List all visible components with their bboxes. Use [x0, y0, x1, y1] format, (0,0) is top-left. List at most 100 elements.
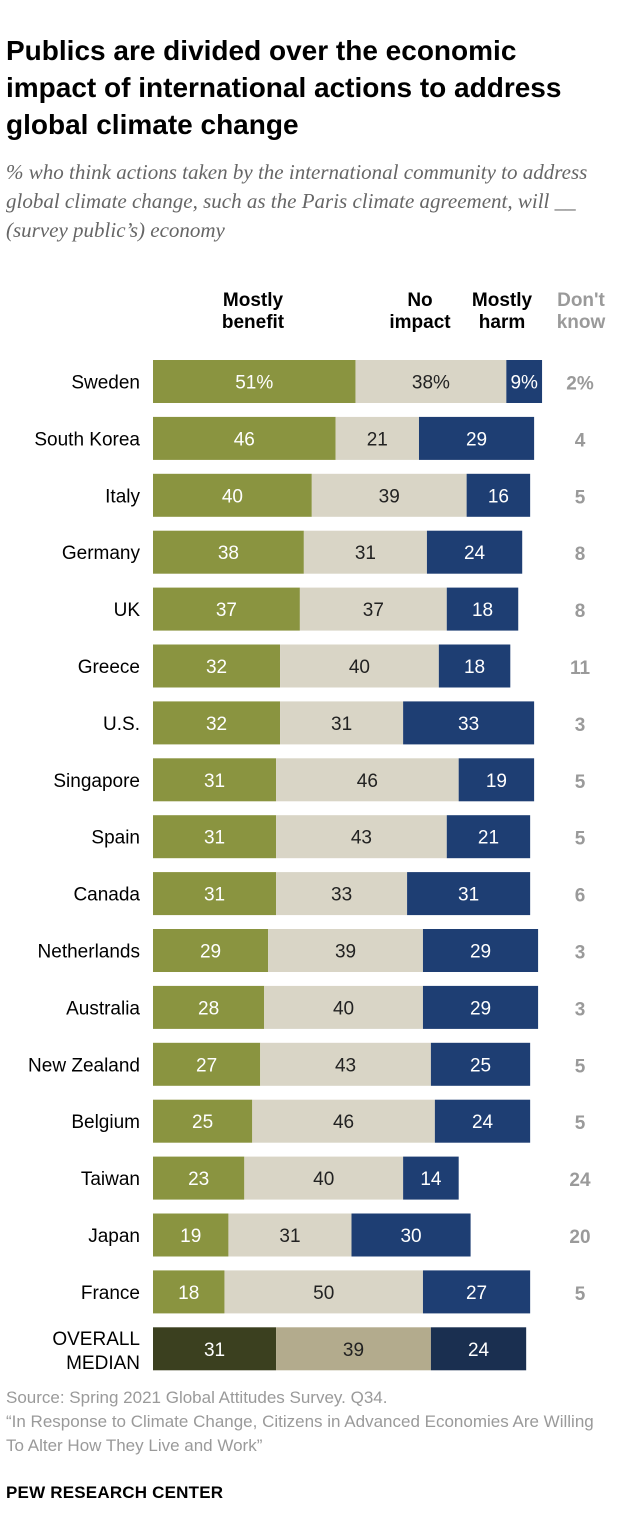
- data-label-dont-know: 20: [569, 1227, 590, 1248]
- category-label: Greece: [78, 657, 140, 678]
- bar-harm: [446, 587, 519, 631]
- data-label-dont-know: 5: [575, 772, 586, 793]
- category-label: South Korea: [34, 429, 140, 450]
- category-label: Sweden: [71, 373, 140, 394]
- data-label-benefit: 27: [196, 1055, 217, 1076]
- data-label-no-impact: 21: [367, 429, 388, 450]
- bar-benefit: [153, 416, 336, 460]
- chart-row-uk: UK 37 37 18 8: [114, 587, 586, 631]
- data-label-no-impact: 31: [279, 1226, 300, 1247]
- category-label: Spain: [91, 828, 140, 849]
- data-label-benefit: 31: [204, 885, 225, 906]
- data-label-harm: 18: [464, 657, 485, 678]
- chart-title: Publics are divided over the economic im…: [6, 35, 562, 140]
- category-label: U.S.: [103, 714, 140, 735]
- bar-no-impact: [276, 815, 447, 859]
- bar-no-impact: [260, 1042, 431, 1086]
- data-label-dont-know: 3: [575, 715, 586, 736]
- bar-no-impact: [355, 360, 507, 403]
- data-label-benefit: 31: [204, 828, 225, 849]
- category-label: Japan: [88, 1226, 140, 1247]
- bar-harm: [446, 815, 531, 859]
- data-label-benefit: 38: [218, 543, 239, 564]
- data-label-no-impact: 39: [343, 1340, 364, 1361]
- data-label-benefit: 51%: [235, 373, 273, 394]
- data-label-benefit: 18: [178, 1283, 199, 1304]
- data-label-benefit: 32: [206, 657, 227, 678]
- chart-row-taiwan: Taiwan 23 40 14 24: [81, 1156, 591, 1200]
- column-header-dont-know: Don't know: [556, 290, 606, 333]
- category-label: UK: [114, 600, 141, 621]
- data-label-harm: 21: [478, 828, 499, 849]
- chart-subtitle: % who think actions taken by the interna…: [6, 160, 588, 242]
- data-label-harm: 33: [458, 714, 479, 735]
- data-label-dont-know: 2%: [566, 374, 594, 395]
- data-label-no-impact: 46: [357, 771, 378, 792]
- category-label: Germany: [62, 543, 141, 564]
- bar-benefit: [153, 815, 277, 859]
- data-label-dont-know: 6: [575, 886, 586, 907]
- bar-no-impact: [264, 985, 423, 1029]
- column-header-mostly-harm: Mostly harm: [471, 290, 533, 333]
- bar-no-impact: [276, 1327, 431, 1371]
- bar-harm: [407, 872, 531, 916]
- data-label-dont-know: 5: [575, 829, 586, 850]
- bar-benefit: [153, 587, 300, 631]
- data-label-dont-know: 3: [575, 999, 586, 1020]
- bar-no-impact: [299, 587, 447, 631]
- data-label-harm: 24: [468, 1340, 490, 1361]
- chart-row-u-s: U.S. 32 31 33 3: [103, 701, 586, 745]
- bar-harm: [466, 473, 531, 517]
- category-label: Canada: [73, 885, 140, 906]
- data-label-benefit: 19: [180, 1226, 201, 1247]
- bar-no-impact: [252, 1099, 435, 1143]
- data-label-no-impact: 31: [331, 714, 352, 735]
- data-label-no-impact: 39: [379, 486, 400, 507]
- bar-no-impact: [228, 1213, 352, 1257]
- bar-benefit: [153, 929, 269, 972]
- data-label-no-impact: 40: [333, 998, 354, 1019]
- data-label-no-impact: 40: [349, 657, 370, 678]
- data-label-dont-know: 8: [575, 544, 586, 565]
- data-label-no-impact: 50: [313, 1283, 334, 1304]
- bar-benefit: [153, 758, 277, 802]
- bar-harm: [422, 985, 539, 1029]
- org-credit: PEW RESEARCH CENTER: [6, 1483, 224, 1502]
- data-label-benefit: 32: [206, 714, 227, 735]
- chart-row-australia: Australia 28 40 29 3: [66, 985, 586, 1029]
- data-label-dont-know: 8: [575, 601, 586, 622]
- data-label-benefit: 31: [204, 1340, 225, 1361]
- data-label-harm: 25: [470, 1055, 491, 1076]
- bar-benefit: [153, 872, 277, 916]
- bar-no-impact: [244, 1156, 404, 1200]
- bar-no-impact: [276, 872, 408, 916]
- data-label-benefit: 46: [234, 429, 255, 450]
- bar-benefit: [153, 360, 356, 403]
- bar-harm: [438, 644, 511, 688]
- bar-no-impact: [280, 701, 404, 745]
- data-label-no-impact: 39: [335, 942, 356, 963]
- bar-benefit: [153, 473, 312, 517]
- category-label: Netherlands: [38, 942, 140, 963]
- category-label: Taiwan: [81, 1169, 140, 1190]
- chart-row-new-zealand: New Zealand 27 43 25 5: [28, 1042, 586, 1086]
- data-label-harm: 30: [400, 1226, 421, 1247]
- category-label: OVERALL MEDIAN: [52, 1329, 140, 1374]
- data-label-benefit: 29: [200, 942, 221, 963]
- chart-row-france: France 18 50 27 5: [81, 1270, 586, 1314]
- bar-benefit: [153, 1156, 245, 1200]
- bar-harm: [426, 530, 523, 574]
- data-label-no-impact: 43: [335, 1055, 356, 1076]
- bar-harm: [418, 416, 535, 460]
- data-label-benefit: 23: [188, 1169, 209, 1190]
- chart-row-singapore: Singapore 31 46 19 5: [53, 758, 586, 802]
- data-label-no-impact: 31: [355, 543, 376, 564]
- chart-row-south-korea: South Korea 46 21 29 4: [34, 416, 586, 460]
- bar-benefit: [153, 1099, 253, 1143]
- bar-harm: [430, 1042, 531, 1086]
- data-label-dont-know: 11: [570, 658, 591, 679]
- bar-no-impact: [280, 644, 439, 688]
- data-label-harm: 27: [466, 1283, 487, 1304]
- data-label-no-impact: 46: [333, 1112, 354, 1133]
- stacked-bar-chart: Sweden 51% 38% 9% 2% South Korea 46 21 29 4 Italy 4…: [28, 360, 594, 1374]
